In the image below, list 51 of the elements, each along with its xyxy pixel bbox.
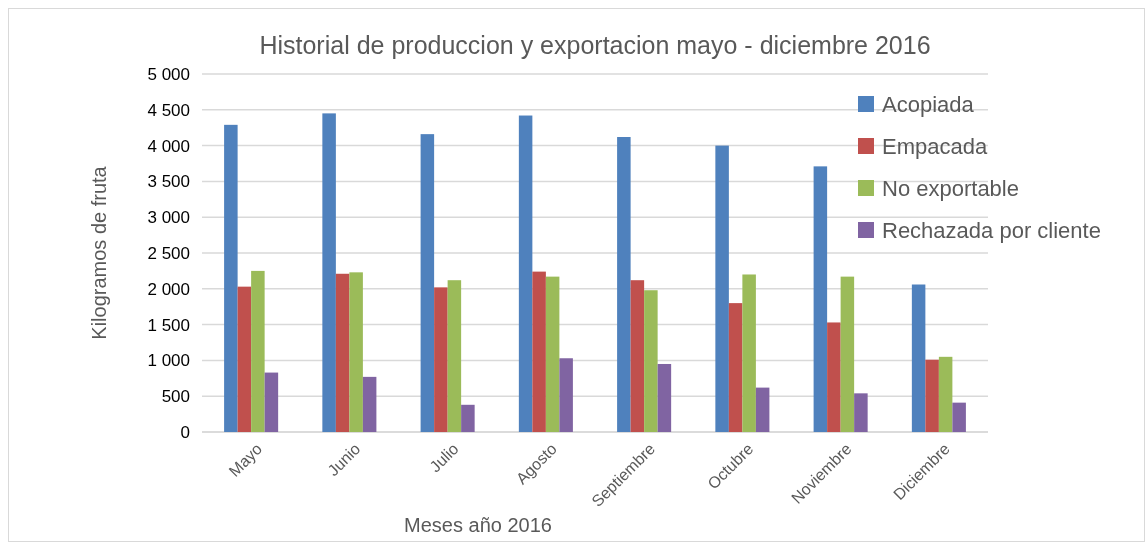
legend-label: No exportable [882,175,1019,201]
bar [755,387,770,432]
bar [532,271,546,432]
bar [630,280,645,432]
y-tick-label: 1 500 [147,315,190,335]
bar [322,113,336,432]
y-tick-label: 3 500 [147,172,190,192]
bar [657,363,672,432]
x-axis-title: Meses año 2016 [404,514,552,536]
bar [938,356,953,432]
y-axis-title: Kilogramos de fruta [88,165,110,340]
bar [349,272,363,432]
y-tick-label: 5 000 [147,64,190,84]
bar [420,134,435,432]
y-tick-label: 1 000 [147,351,190,371]
bar [251,270,265,432]
chart-title: Historial de produccion y exportacion mayo - diciembre 2016 [259,31,931,59]
bar [559,358,573,432]
bar [224,124,238,432]
bar [728,303,743,432]
bar [461,404,475,432]
bar [335,273,350,432]
y-tick-label: 500 [161,387,190,407]
bar [854,393,868,432]
bar [447,280,462,432]
bar [827,322,841,432]
bar [813,166,828,432]
bar [264,372,279,432]
legend-label: Rechazada por cliente [882,217,1101,243]
bar [545,276,560,432]
bar [434,287,448,432]
y-tick-label: 4 000 [147,136,190,156]
bar [952,402,966,432]
bar [840,276,855,432]
y-tick-label: 2 000 [147,279,190,299]
bar [237,286,252,432]
bar [911,284,926,432]
legend-label: Acopiada [882,91,975,117]
y-tick-label: 0 [180,422,190,442]
bar [925,359,939,432]
y-tick-label: 2 500 [147,243,190,263]
y-tick-label: 3 000 [147,208,190,228]
x-tick-label: Julio [426,440,462,476]
bar [617,137,631,432]
bar [644,290,658,432]
bar [742,274,756,432]
bar [715,145,729,432]
legend-label: Empacada [882,133,988,159]
bar [518,115,533,432]
bar [362,376,377,432]
y-tick-label: 4 500 [147,100,190,120]
